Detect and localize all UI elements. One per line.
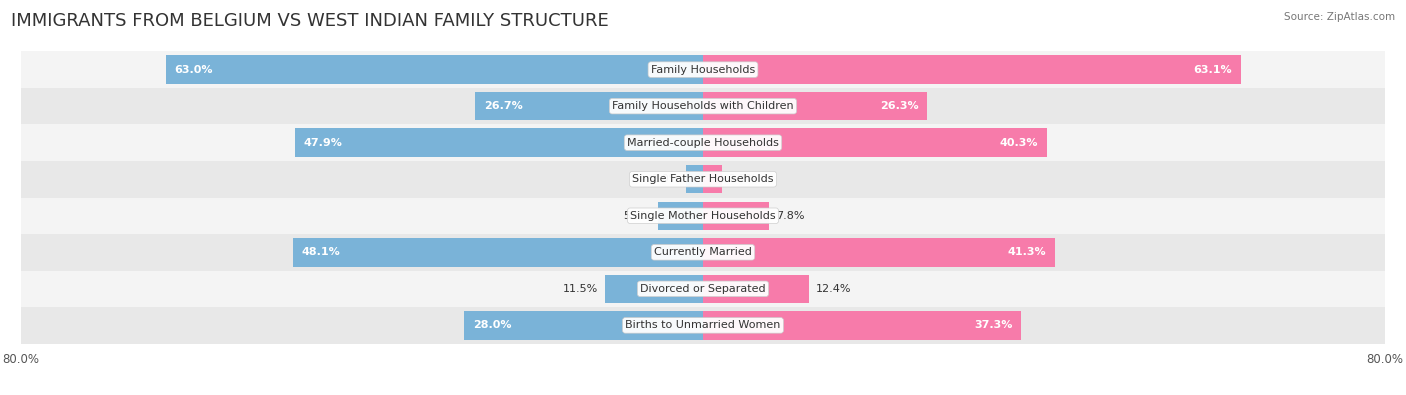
Bar: [703, 165, 721, 194]
FancyBboxPatch shape: [21, 51, 1385, 88]
Text: 26.7%: 26.7%: [484, 101, 523, 111]
Text: 7.8%: 7.8%: [776, 211, 804, 221]
Bar: [292, 238, 703, 267]
FancyBboxPatch shape: [21, 307, 1385, 344]
Text: 48.1%: 48.1%: [301, 247, 340, 257]
FancyBboxPatch shape: [21, 271, 1385, 307]
Text: Births to Unmarried Women: Births to Unmarried Women: [626, 320, 780, 330]
Bar: [658, 201, 703, 230]
Bar: [703, 201, 769, 230]
Text: 40.3%: 40.3%: [1000, 138, 1038, 148]
Bar: [295, 128, 703, 157]
Text: 47.9%: 47.9%: [304, 138, 342, 148]
Bar: [475, 92, 703, 120]
Text: 2.0%: 2.0%: [651, 174, 679, 184]
FancyBboxPatch shape: [21, 88, 1385, 124]
Text: 2.2%: 2.2%: [728, 174, 756, 184]
Text: 28.0%: 28.0%: [472, 320, 512, 330]
Bar: [703, 311, 1021, 340]
Text: 63.1%: 63.1%: [1194, 65, 1232, 75]
Text: Single Father Households: Single Father Households: [633, 174, 773, 184]
Text: Family Households: Family Households: [651, 65, 755, 75]
Text: Source: ZipAtlas.com: Source: ZipAtlas.com: [1284, 12, 1395, 22]
Text: 37.3%: 37.3%: [974, 320, 1012, 330]
Bar: [686, 165, 703, 194]
Text: 11.5%: 11.5%: [562, 284, 598, 294]
Text: 5.3%: 5.3%: [623, 211, 651, 221]
FancyBboxPatch shape: [21, 161, 1385, 198]
Bar: [703, 55, 1241, 84]
Bar: [703, 238, 1054, 267]
Text: Single Mother Households: Single Mother Households: [630, 211, 776, 221]
Bar: [703, 92, 927, 120]
Text: 12.4%: 12.4%: [815, 284, 851, 294]
Text: Family Households with Children: Family Households with Children: [612, 101, 794, 111]
Text: 41.3%: 41.3%: [1008, 247, 1046, 257]
Text: IMMIGRANTS FROM BELGIUM VS WEST INDIAN FAMILY STRUCTURE: IMMIGRANTS FROM BELGIUM VS WEST INDIAN F…: [11, 12, 609, 30]
FancyBboxPatch shape: [21, 234, 1385, 271]
Text: Married-couple Households: Married-couple Households: [627, 138, 779, 148]
FancyBboxPatch shape: [21, 124, 1385, 161]
Text: Currently Married: Currently Married: [654, 247, 752, 257]
Text: 26.3%: 26.3%: [880, 101, 918, 111]
Bar: [703, 275, 808, 303]
Bar: [703, 128, 1046, 157]
Bar: [605, 275, 703, 303]
Bar: [464, 311, 703, 340]
Text: Divorced or Separated: Divorced or Separated: [640, 284, 766, 294]
Text: 63.0%: 63.0%: [174, 65, 214, 75]
Bar: [166, 55, 703, 84]
FancyBboxPatch shape: [21, 198, 1385, 234]
